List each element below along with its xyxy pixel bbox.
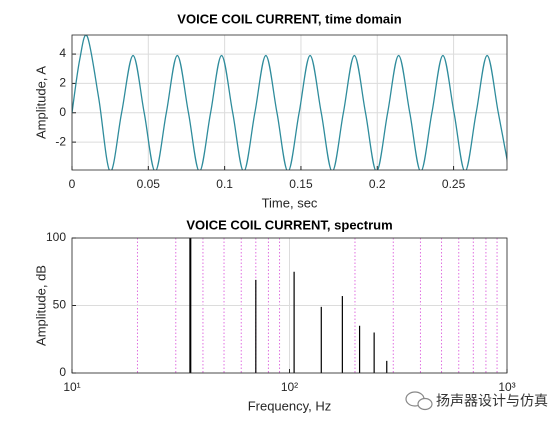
y-axis-label: Amplitude, A [33,66,48,139]
y-tick-label: 0 [59,365,66,379]
y-tick-label: 100 [46,230,66,244]
x-tick-label: 0 [69,177,76,191]
x-tick-label: 0.25 [442,177,466,191]
x-tick-label: 10¹ [63,380,80,394]
watermark-icon [405,391,433,411]
y-axis-label: Amplitude, dB [33,265,48,346]
x-axis-label: Time, sec [262,195,318,210]
x-tick-label: 10² [281,380,298,394]
line [72,35,507,170]
chart-title: VOICE COIL CURRENT, time domain [177,11,401,26]
y-tick-label: 4 [59,46,66,60]
x-axis-label: Frequency, Hz [248,398,332,413]
watermark: 扬声器设计与仿真 [436,393,548,409]
x-tick-label: 0.15 [289,177,313,191]
y-tick-label: 0 [59,105,66,119]
axes-box [71,34,508,171]
chart-title: VOICE COIL CURRENT, spectrum [186,217,392,232]
x-tick-label: 10³ [498,380,515,394]
y-tick-label: 2 [59,76,66,90]
y-tick-label: 50 [53,298,67,312]
x-tick-label: 0.05 [137,177,161,191]
x-tick-label: 0.2 [369,177,386,191]
axes-box [71,237,508,374]
plot-area [72,35,507,170]
y-tick-label: -2 [55,134,66,148]
x-tick-label: 0.1 [216,177,233,191]
